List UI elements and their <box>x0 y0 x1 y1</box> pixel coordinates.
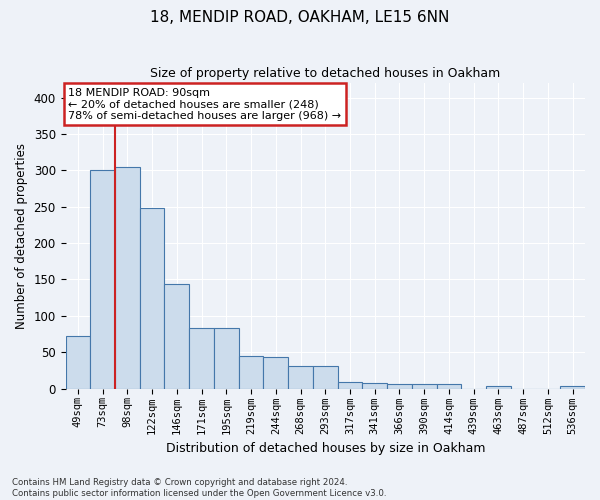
Bar <box>362 382 387 388</box>
Text: 18 MENDIP ROAD: 90sqm
← 20% of detached houses are smaller (248)
78% of semi-det: 18 MENDIP ROAD: 90sqm ← 20% of detached … <box>68 88 341 121</box>
Text: Contains HM Land Registry data © Crown copyright and database right 2024.
Contai: Contains HM Land Registry data © Crown c… <box>12 478 386 498</box>
Bar <box>263 356 288 388</box>
Bar <box>115 166 140 388</box>
Bar <box>288 366 313 388</box>
Bar <box>189 328 214 388</box>
Bar <box>412 384 437 388</box>
Bar <box>437 384 461 388</box>
Bar <box>338 382 362 388</box>
Bar <box>387 384 412 388</box>
Title: Size of property relative to detached houses in Oakham: Size of property relative to detached ho… <box>150 68 500 80</box>
Bar <box>214 328 239 388</box>
Bar <box>140 208 164 388</box>
Bar <box>313 366 338 388</box>
Bar <box>164 284 189 389</box>
Bar <box>486 386 511 388</box>
Text: 18, MENDIP ROAD, OAKHAM, LE15 6NN: 18, MENDIP ROAD, OAKHAM, LE15 6NN <box>151 10 449 25</box>
Bar <box>90 170 115 388</box>
Y-axis label: Number of detached properties: Number of detached properties <box>15 143 28 329</box>
X-axis label: Distribution of detached houses by size in Oakham: Distribution of detached houses by size … <box>166 442 485 455</box>
Bar <box>239 356 263 388</box>
Bar <box>65 336 90 388</box>
Bar <box>560 386 585 388</box>
